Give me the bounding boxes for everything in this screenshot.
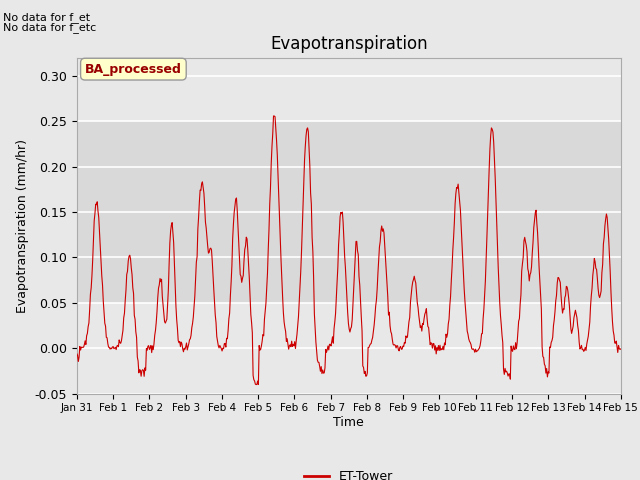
Text: BA_processed: BA_processed — [85, 63, 182, 76]
Y-axis label: Evapotranspiration (mm/hr): Evapotranspiration (mm/hr) — [16, 139, 29, 312]
Title: Evapotranspiration: Evapotranspiration — [270, 35, 428, 53]
Legend: ET-Tower: ET-Tower — [299, 465, 399, 480]
X-axis label: Time: Time — [333, 416, 364, 429]
Text: No data for f_etc: No data for f_etc — [3, 22, 97, 33]
Bar — [77, 121, 621, 303]
Text: No data for f_et: No data for f_et — [3, 12, 90, 23]
